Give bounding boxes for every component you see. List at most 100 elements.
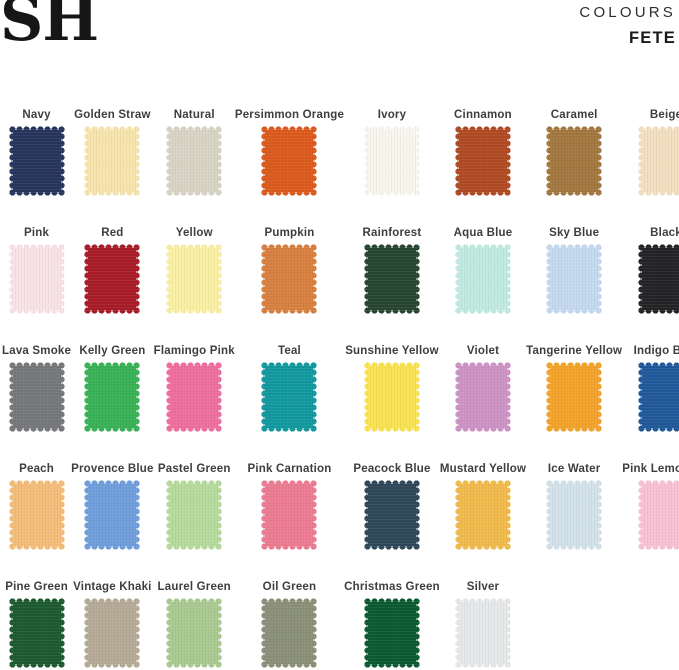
swatch-cell: Ivory (363, 108, 420, 196)
swatch-label: Golden Straw (74, 109, 151, 121)
swatch-label: Vintage Khaki (73, 581, 152, 593)
swatch-label: Aqua Blue (453, 227, 513, 239)
swatch-label: Sky Blue (549, 227, 600, 239)
fabric-swatch (166, 244, 223, 314)
swatch-cell: Pink Carnation (248, 462, 332, 550)
header-collection-block: COLOURS FETE (579, 4, 676, 48)
fabric-swatch (8, 126, 65, 196)
swatch-label: Pastel Green (157, 463, 231, 475)
fabric-swatch (84, 244, 141, 314)
swatch-label: Flamingo Pink (153, 345, 235, 357)
swatch-cell: Sky Blue (546, 226, 603, 314)
swatch-cell: Kelly Green (79, 344, 145, 432)
fabric-swatch (454, 362, 511, 432)
swatch-label: Sunshine Yellow (345, 345, 439, 357)
fabric-swatch (8, 362, 65, 432)
swatch-label: Red (101, 227, 124, 239)
fabric-swatch (261, 126, 318, 196)
swatch-label: Mustard Yellow (439, 463, 527, 475)
swatch-cell: Caramel (546, 108, 603, 196)
fabric-swatch (546, 480, 603, 550)
fabric-swatch (363, 244, 420, 314)
swatch-cell: Pumpkin (261, 226, 318, 314)
swatch-cell: Yellow (166, 226, 223, 314)
swatch-label: Indigo Blue (633, 345, 679, 357)
swatch-cell: Pastel Green (158, 462, 231, 550)
swatch-cell: Sunshine Yellow (345, 344, 439, 432)
swatch-label: Pink Carnation (247, 463, 332, 475)
swatch-label: Kelly Green (79, 345, 146, 357)
fabric-swatch (166, 480, 223, 550)
swatch-label: Provence Blue (71, 463, 154, 475)
swatch-cell: Oil Green (261, 580, 318, 668)
swatch-grid: Navy Golden Straw Natural Persimmon Orange I… (0, 108, 679, 668)
swatch-cell: Pine Green (5, 580, 68, 668)
swatch-label: Peach (19, 463, 54, 475)
fabric-swatch (546, 362, 603, 432)
swatch-cell: Vintage Khaki (73, 580, 151, 668)
collection-label: COLOURS (579, 4, 676, 21)
fabric-swatch (261, 362, 318, 432)
swatch-label: Pumpkin (264, 227, 315, 239)
fabric-swatch (84, 126, 141, 196)
swatch-label: Pink (24, 227, 50, 239)
swatch-label: Cinnamon (454, 109, 512, 121)
swatch-label: Yellow (175, 227, 213, 239)
swatch-cell: Lava Smoke (2, 344, 71, 432)
fabric-swatch (363, 126, 420, 196)
fabric-swatch (261, 598, 318, 668)
swatch-cell: Rainforest (363, 226, 422, 314)
swatch-label: Natural (173, 109, 215, 121)
fabric-swatch (363, 362, 420, 432)
swatch-cell: Violet (454, 344, 511, 432)
swatch-cell: Golden Straw (74, 108, 151, 196)
fabric-swatch (84, 362, 141, 432)
swatch-label: Pine Green (5, 581, 68, 593)
swatch-cell: Beige (638, 108, 679, 196)
fabric-swatch (638, 362, 679, 432)
swatch-cell: Aqua Blue (454, 226, 513, 314)
fabric-swatch (166, 598, 223, 668)
swatch-label: Lava Smoke (2, 345, 72, 357)
swatch-label: Pink Lemonade (622, 463, 679, 475)
fabric-swatch (166, 362, 223, 432)
swatch-cell: Cinnamon (454, 108, 512, 196)
swatch-cell: Mustard Yellow (440, 462, 526, 550)
swatch-cell: Black (638, 226, 679, 314)
fabric-swatch (84, 480, 141, 550)
fabric-swatch (454, 244, 511, 314)
swatch-cell: Silver (454, 580, 511, 668)
swatch-label: Peacock Blue (353, 463, 431, 475)
fabric-swatch (261, 480, 318, 550)
swatch-cell: Tangerine Yellow (526, 344, 622, 432)
fabric-swatch (8, 480, 65, 550)
fabric-swatch (638, 480, 679, 550)
swatch-label: Christmas Green (344, 581, 440, 593)
fabric-swatch (8, 244, 65, 314)
fabric-swatch (454, 126, 511, 196)
swatch-cell: Laurel Green (158, 580, 231, 668)
fabric-swatch (638, 126, 679, 196)
swatch-label: Tangerine Yellow (526, 345, 623, 357)
swatch-cell: Pink (8, 226, 65, 314)
swatch-label: Laurel Green (157, 581, 231, 593)
swatch-label: Caramel (550, 109, 598, 121)
fabric-swatch (454, 598, 511, 668)
swatch-label: Ice Water (547, 463, 601, 475)
fabric-swatch (166, 126, 223, 196)
swatch-label: Black (650, 227, 679, 239)
swatch-cell: Provence Blue (71, 462, 154, 550)
fabric-swatch (638, 244, 679, 314)
fabric-swatch (261, 244, 318, 314)
swatch-cell: Christmas Green (344, 580, 440, 668)
fabric-swatch (363, 598, 420, 668)
swatch-cell: Navy (8, 108, 65, 196)
fabric-swatch (546, 126, 603, 196)
swatch-cell: Teal (261, 344, 318, 432)
fabric-swatch (84, 598, 141, 668)
swatch-cell: Flamingo Pink (154, 344, 235, 432)
swatch-cell: Pink Lemonade (622, 462, 679, 550)
fabric-swatch (454, 480, 511, 550)
fabric-swatch (363, 480, 420, 550)
swatch-cell: Indigo Blue (634, 344, 679, 432)
